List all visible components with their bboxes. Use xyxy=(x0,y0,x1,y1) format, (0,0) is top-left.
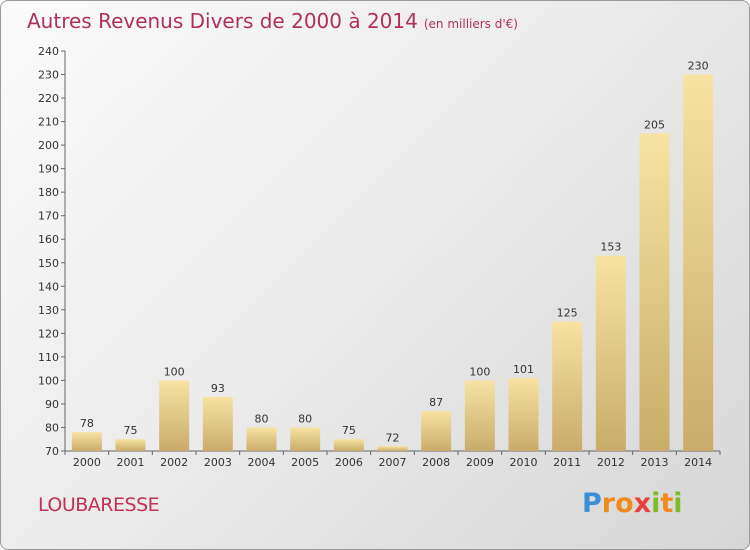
bar-value-label: 75 xyxy=(342,424,356,437)
logo-letter: i xyxy=(651,488,661,519)
bar xyxy=(639,133,670,451)
logo-letter: t xyxy=(660,488,674,519)
x-tick-label: 2010 xyxy=(510,456,538,469)
y-tick-label: 200 xyxy=(38,139,59,152)
bar-value-label: 100 xyxy=(469,365,490,378)
bar xyxy=(333,439,364,451)
y-tick-label: 210 xyxy=(38,116,59,129)
bar xyxy=(595,255,626,451)
bar-value-label: 72 xyxy=(386,431,400,444)
bar-value-label: 78 xyxy=(80,417,94,430)
bar xyxy=(421,411,452,451)
logo-letter: r xyxy=(601,488,616,519)
y-tick-label: 180 xyxy=(38,186,59,199)
x-tick-label: 2009 xyxy=(466,456,494,469)
x-tick-label: 2014 xyxy=(684,456,712,469)
bar-value-label: 87 xyxy=(429,396,443,409)
bar-value-label: 75 xyxy=(124,424,138,437)
bar xyxy=(464,380,495,451)
bar xyxy=(202,396,233,451)
bar xyxy=(246,427,277,451)
logo-letter: o xyxy=(615,488,634,519)
chart-title-text: Autres Revenus Divers de 2000 à 2014 xyxy=(27,9,418,33)
y-tick-label: 220 xyxy=(38,92,59,105)
bar-value-label: 80 xyxy=(255,412,269,425)
x-tick-label: 2013 xyxy=(641,456,669,469)
proxiti-logo[interactable]: Proxiti xyxy=(582,488,683,519)
bar-value-label: 230 xyxy=(688,60,709,73)
y-tick-label: 80 xyxy=(45,421,59,434)
logo-letter: i xyxy=(673,488,683,519)
bar xyxy=(115,439,146,451)
y-tick-label: 100 xyxy=(38,374,59,387)
bar-value-label: 93 xyxy=(211,382,225,395)
bar-value-label: 205 xyxy=(644,118,665,131)
bar xyxy=(377,446,408,451)
y-tick-label: 110 xyxy=(38,351,59,364)
bar-value-label: 101 xyxy=(513,363,534,376)
bar xyxy=(552,321,583,451)
y-tick-label: 120 xyxy=(38,327,59,340)
bar xyxy=(290,427,321,451)
bar-value-label: 80 xyxy=(298,412,312,425)
y-tick-label: 130 xyxy=(38,304,59,317)
x-tick-label: 2005 xyxy=(291,456,319,469)
x-tick-label: 2006 xyxy=(335,456,363,469)
bar xyxy=(159,380,190,451)
y-tick-label: 90 xyxy=(45,398,59,411)
x-tick-label: 2011 xyxy=(553,456,581,469)
y-tick-label: 240 xyxy=(38,45,59,58)
x-tick-label: 2002 xyxy=(160,456,188,469)
bar xyxy=(508,378,539,451)
bar-value-label: 125 xyxy=(557,307,578,320)
x-tick-label: 2008 xyxy=(422,456,450,469)
y-tick-label: 230 xyxy=(38,69,59,82)
chart-title: Autres Revenus Divers de 2000 à 2014 (en … xyxy=(27,9,518,33)
bar-value-label: 153 xyxy=(600,241,621,254)
y-tick-label: 70 xyxy=(45,445,59,458)
y-tick-label: 160 xyxy=(38,233,59,246)
x-tick-label: 2004 xyxy=(248,456,276,469)
commune-name: LOUBARESSE xyxy=(38,494,160,516)
y-tick-label: 170 xyxy=(38,210,59,223)
bar xyxy=(683,74,714,451)
y-tick-label: 190 xyxy=(38,163,59,176)
y-tick-label: 140 xyxy=(38,280,59,293)
logo-letter: P xyxy=(582,488,602,519)
x-tick-label: 2000 xyxy=(73,456,101,469)
x-tick-label: 2003 xyxy=(204,456,232,469)
x-tick-label: 2007 xyxy=(379,456,407,469)
bar xyxy=(71,432,102,451)
bar-value-label: 100 xyxy=(164,365,185,378)
logo-letter: x xyxy=(633,488,652,519)
chart-subtitle: (en milliers d'€) xyxy=(423,17,518,31)
x-tick-label: 2012 xyxy=(597,456,625,469)
y-tick-label: 150 xyxy=(38,257,59,270)
x-tick-label: 2001 xyxy=(117,456,145,469)
